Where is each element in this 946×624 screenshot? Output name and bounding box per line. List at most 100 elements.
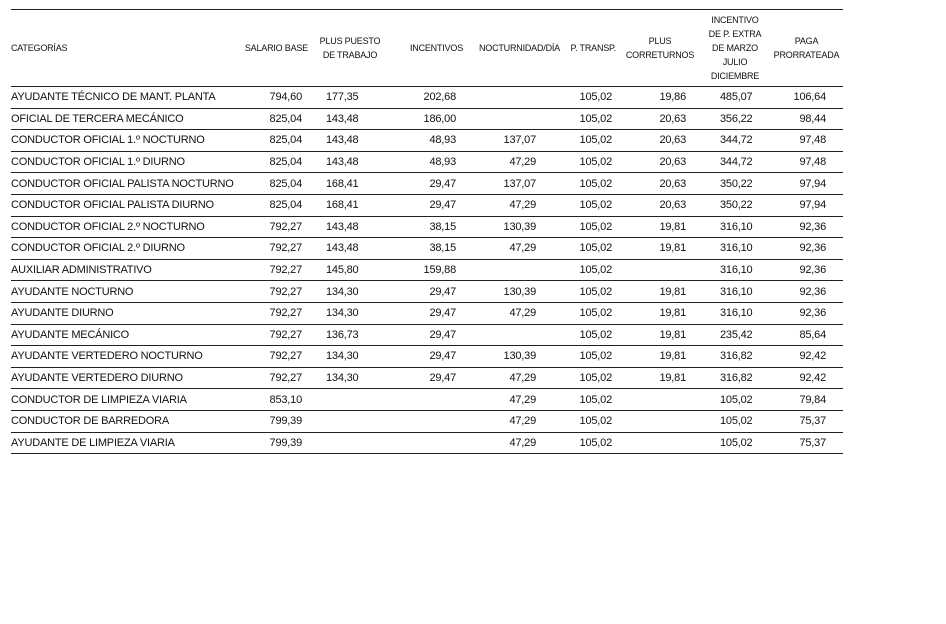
cell-categoria: CONDUCTOR DE BARREDORA xyxy=(11,415,169,428)
cell-plus-puesto: 145,80 xyxy=(326,264,359,277)
cell-paga-prorrateada: 92,36 xyxy=(799,220,826,233)
cell-incentivo-p-extra: 344,72 xyxy=(720,134,753,147)
cell-plus-corretumos: 19,81 xyxy=(659,307,686,320)
cell-p-transp: 105,02 xyxy=(579,328,613,341)
cell-plus-corretumos: 20,63 xyxy=(659,156,686,169)
cell-categoria: AYUDANTE VERTEDERO DIURNO xyxy=(11,372,183,385)
cell-incentivos: 48,93 xyxy=(429,134,456,147)
cell-plus-puesto: 177,35 xyxy=(326,91,359,104)
cell-paga-prorrateada: 92,36 xyxy=(799,307,826,320)
cell-paga-prorrateada: 92,36 xyxy=(799,242,826,255)
cell-p-transp: 105,02 xyxy=(579,112,613,125)
cell-plus-puesto: 143,48 xyxy=(326,242,359,255)
cell-p-transp: 105,02 xyxy=(579,220,613,233)
cell-paga-prorrateada: 92,42 xyxy=(799,372,826,385)
cell-incentivo-p-extra: 316,10 xyxy=(720,242,753,255)
cell-p-transp: 105,02 xyxy=(579,91,613,104)
cell-nocturnidad: 47,29 xyxy=(509,436,536,449)
cell-plus-corretumos: 20,63 xyxy=(659,134,686,147)
cell-incentivos: 186,00 xyxy=(423,112,457,125)
cell-salario-base: 799,39 xyxy=(269,415,303,428)
cell-categoria: CONDUCTOR OFICIAL 2.º DIURNO xyxy=(11,242,185,255)
column-header-incentivos: INCENTIVOS xyxy=(409,43,463,53)
cell-nocturnidad: 137,07 xyxy=(503,177,537,190)
cell-incentivos: 29,47 xyxy=(429,199,456,212)
cell-paga-prorrateada: 85,64 xyxy=(799,328,826,341)
cell-plus-corretumos: 20,63 xyxy=(659,112,686,125)
cell-incentivos: 29,47 xyxy=(429,285,456,298)
cell-categoria: CONDUCTOR OFICIAL PALISTA DIURNO xyxy=(11,199,214,212)
cell-plus-puesto xyxy=(310,389,390,411)
cell-incentivo-p-extra: 105,02 xyxy=(720,436,753,449)
cell-salario-base: 792,27 xyxy=(269,307,303,320)
table-header: CATEGORÍAS SALARIO BASE PLUS PUESTO DE TRA… xyxy=(11,9,843,87)
cell-nocturnidad xyxy=(465,108,562,130)
table-row: CONDUCTOR DE BARREDORA 799,39 47,29 105,02 1… xyxy=(11,410,843,432)
cell-categoria: CONDUCTOR OFICIAL 2.º NOCTURNO xyxy=(11,220,205,233)
cell-nocturnidad: 47,29 xyxy=(509,242,536,255)
cell-nocturnidad: 47,29 xyxy=(509,393,536,406)
cell-nocturnidad: 130,39 xyxy=(503,220,537,233)
cell-paga-prorrateada: 97,48 xyxy=(799,134,826,147)
cell-incentivos: 29,47 xyxy=(429,350,456,363)
column-header-nocturnidad: NOCTURNIDAD/DÍA xyxy=(478,43,560,53)
cell-paga-prorrateada: 97,94 xyxy=(799,199,826,212)
cell-plus-corretumos: 20,63 xyxy=(659,199,686,212)
cell-incentivo-p-extra: 350,22 xyxy=(720,199,753,212)
cell-plus-corretumos: 19,81 xyxy=(659,285,686,298)
cell-salario-base: 799,39 xyxy=(269,436,303,449)
cell-incentivo-p-extra: 356,22 xyxy=(720,112,753,125)
cell-nocturnidad: 47,29 xyxy=(509,415,536,428)
cell-salario-base: 792,27 xyxy=(269,372,303,385)
table-row: AYUDANTE VERTEDERO NOCTURNO 792,27 134,30 2… xyxy=(11,346,843,368)
cell-nocturnidad: 47,29 xyxy=(509,307,536,320)
cell-nocturnidad xyxy=(465,324,562,346)
cell-p-transp: 105,02 xyxy=(579,436,613,449)
cell-nocturnidad xyxy=(465,259,562,281)
cell-salario-base: 792,27 xyxy=(269,220,303,233)
cell-plus-puesto: 143,48 xyxy=(326,112,359,125)
table-row: CONDUCTOR OFICIAL PALISTA NOCTURNO 825,04… xyxy=(11,173,843,195)
cell-plus-corretumos xyxy=(620,432,700,454)
cell-incentivo-p-extra: 105,02 xyxy=(720,415,753,428)
cell-salario-base: 794,60 xyxy=(269,91,303,104)
cell-salario-base: 792,27 xyxy=(269,242,303,255)
cell-incentivos xyxy=(390,432,465,454)
cell-salario-base: 853,10 xyxy=(269,393,303,406)
cell-categoria: CONDUCTOR OFICIAL 1.º DIURNO xyxy=(11,156,185,169)
cell-incentivos xyxy=(390,389,465,411)
cell-plus-corretumos: 19,81 xyxy=(659,372,686,385)
cell-paga-prorrateada: 97,48 xyxy=(799,156,826,169)
cell-paga-prorrateada: 98,44 xyxy=(799,112,826,125)
table-row: AYUDANTE DIURNO 792,27 134,30 29,47 47,29 105… xyxy=(11,302,843,325)
cell-salario-base: 825,04 xyxy=(269,112,303,125)
cell-categoria: AYUDANTE DE LIMPIEZA VIARIA xyxy=(11,436,175,449)
cell-nocturnidad: 130,39 xyxy=(503,285,537,298)
cell-plus-puesto: 168,41 xyxy=(326,199,359,212)
cell-incentivos: 29,47 xyxy=(429,328,456,341)
table-row: CONDUCTOR OFICIAL 2.º NOCTURNO 792,27 143,… xyxy=(11,216,843,238)
column-header-salario-base: SALARIO BASE xyxy=(244,43,308,53)
cell-plus-puesto xyxy=(310,410,390,432)
cell-p-transp: 105,02 xyxy=(579,156,613,169)
cell-paga-prorrateada: 75,37 xyxy=(799,415,826,428)
cell-p-transp: 105,02 xyxy=(579,177,613,190)
cell-plus-puesto: 143,48 xyxy=(326,156,359,169)
cell-plus-puesto: 134,30 xyxy=(326,350,359,363)
cell-incentivo-p-extra: 316,82 xyxy=(720,350,753,363)
table-row: AYUDANTE TÉCNICO DE MANT. PLANTA 794,60 17… xyxy=(11,87,843,109)
cell-salario-base: 825,04 xyxy=(269,156,303,169)
cell-categoria: OFICIAL DE TERCERA MECÁNICO xyxy=(11,112,184,125)
column-header-paga-prorrateada: PAGA PRORRATEADA xyxy=(773,36,840,60)
cell-p-transp: 105,02 xyxy=(579,134,613,147)
cell-paga-prorrateada: 106,64 xyxy=(793,91,827,104)
cell-plus-puesto: 143,48 xyxy=(326,220,359,233)
cell-plus-corretumos: 19,81 xyxy=(659,220,686,233)
cell-incentivo-p-extra: 316,10 xyxy=(720,285,753,298)
cell-salario-base: 792,27 xyxy=(269,350,303,363)
cell-p-transp: 105,02 xyxy=(579,199,613,212)
cell-salario-base: 825,04 xyxy=(269,177,303,190)
table-row: AYUDANTE VERTEDERO DIURNO 792,27 134,30 29,… xyxy=(11,367,843,389)
table-row: CONDUCTOR OFICIAL 2.º DIURNO 792,27 143,48… xyxy=(11,238,843,260)
cell-salario-base: 792,27 xyxy=(269,328,303,341)
